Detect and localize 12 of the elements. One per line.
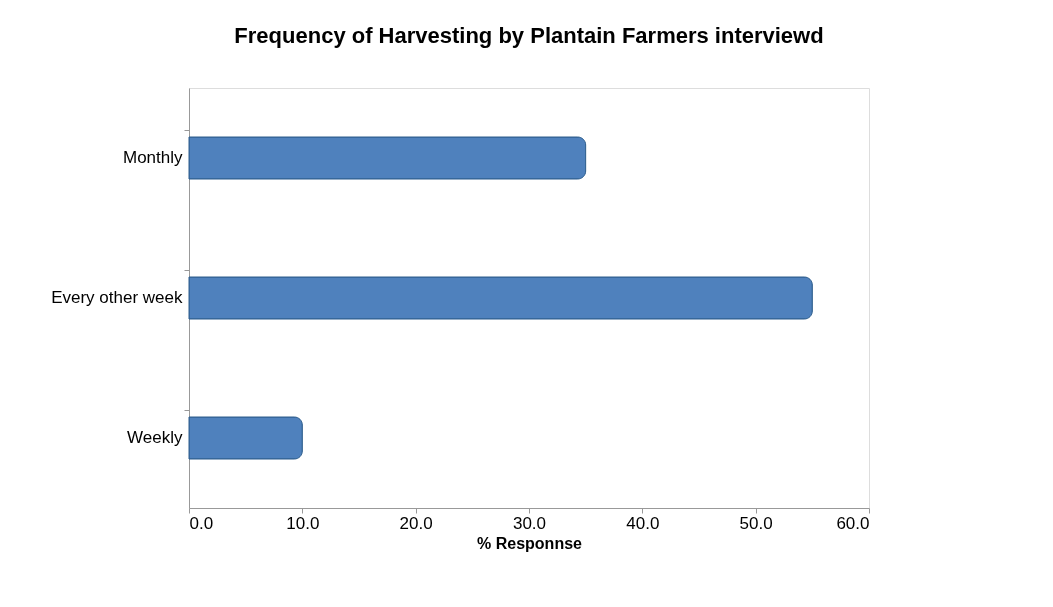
x-tick-label: 10.0	[286, 513, 320, 533]
chart-title: Frequency of Harvesting by Plantain Farmers interviewd	[234, 23, 824, 48]
y-tick-label: Every other week	[51, 288, 183, 307]
y-tick-label: Monthly	[122, 148, 183, 167]
x-tick-label: 50.0	[739, 513, 773, 533]
x-tick-label: 30.0	[512, 513, 547, 533]
x-axis-title: % Responnse	[477, 534, 583, 552]
x-tick-label: 60.0	[836, 513, 870, 533]
x-tick-label: 20.0	[399, 513, 433, 533]
y-tick-label: Weekly	[127, 428, 183, 447]
x-tick-label: 40.0	[626, 513, 660, 533]
x-tick-label: 0.0	[189, 513, 214, 533]
